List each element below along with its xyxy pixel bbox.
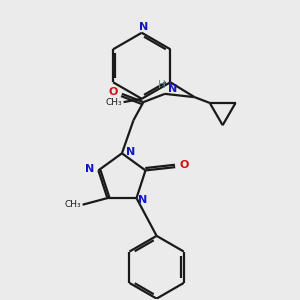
Text: N: N	[126, 147, 135, 157]
Text: O: O	[109, 87, 118, 97]
Text: N: N	[167, 84, 177, 94]
Text: N: N	[139, 22, 148, 32]
Text: CH₃: CH₃	[105, 98, 122, 106]
Text: O: O	[179, 160, 189, 170]
Text: CH₃: CH₃	[64, 200, 81, 209]
Text: N: N	[85, 164, 95, 174]
Text: N: N	[139, 195, 148, 205]
Text: H: H	[158, 80, 165, 90]
